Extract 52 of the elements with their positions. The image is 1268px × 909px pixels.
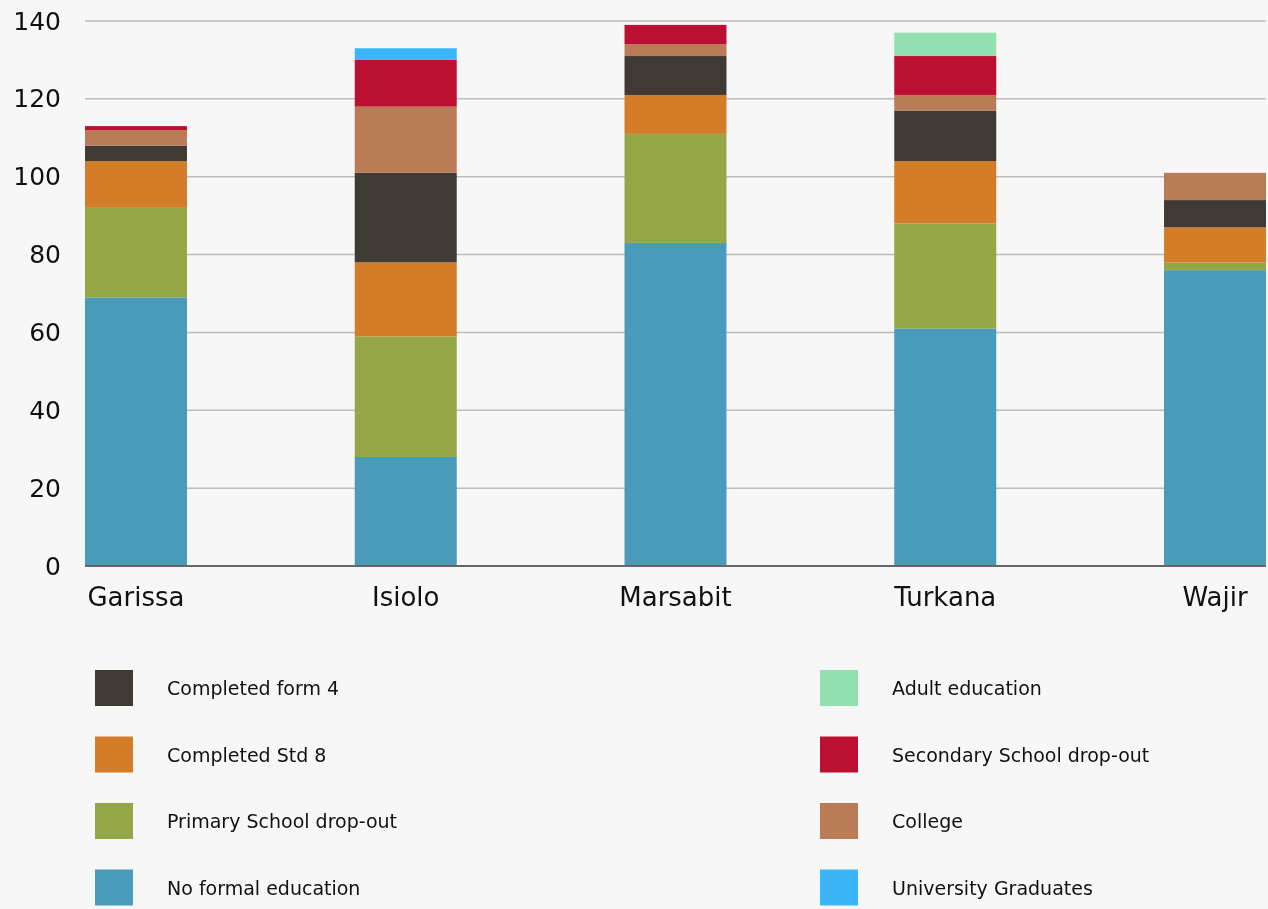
y-tick-label: 0 <box>45 551 61 581</box>
bar <box>624 56 727 95</box>
bar <box>624 133 727 243</box>
bar <box>894 94 997 111</box>
bar <box>85 207 187 298</box>
y-tick-label: 80 <box>29 240 61 270</box>
bar <box>354 336 457 457</box>
x-tick-label: Turkana <box>893 582 997 613</box>
bar <box>1164 227 1266 263</box>
bar <box>1164 200 1266 228</box>
x-tick-label: Wajir <box>1182 582 1248 613</box>
bar <box>1164 270 1266 566</box>
bar <box>354 172 457 263</box>
legend-label: University Graduates <box>892 876 1093 899</box>
legend-label: College <box>892 810 963 832</box>
bar <box>354 106 457 173</box>
y-tick-label: 100 <box>13 162 61 192</box>
y-tick-label: 120 <box>13 84 61 114</box>
bar <box>85 126 187 130</box>
legend-label: No formal education <box>167 876 361 899</box>
y-tick-label: 40 <box>29 395 61 425</box>
legend-label: Adult education <box>892 677 1042 699</box>
y-tick-label: 140 <box>13 6 61 36</box>
bar <box>894 328 997 566</box>
bar <box>624 242 727 566</box>
bar <box>894 32 997 57</box>
bar <box>85 161 187 208</box>
bar <box>1164 262 1266 271</box>
legend-label: Secondary School drop-out <box>892 743 1150 766</box>
bar <box>354 457 457 566</box>
bar <box>354 262 457 337</box>
bar <box>894 56 997 95</box>
bar <box>894 223 997 329</box>
bar <box>1164 172 1266 201</box>
legend-label: Completed Std 8 <box>167 743 327 766</box>
legend-label: Primary School drop-out <box>167 810 398 832</box>
bar <box>85 297 187 566</box>
bar <box>85 145 187 162</box>
legend-label: Completed form 4 <box>167 677 340 699</box>
bar <box>354 59 457 107</box>
bar <box>624 24 727 45</box>
bar <box>624 44 727 57</box>
bar <box>85 130 187 146</box>
x-tick-label: Marsabit <box>619 582 732 613</box>
x-tick-label: Garissa <box>87 582 185 613</box>
bar <box>894 161 997 224</box>
bar <box>354 48 457 60</box>
y-tick-label: 60 <box>29 317 61 347</box>
x-tick-label: Isiolo <box>372 582 440 613</box>
bar <box>894 110 997 162</box>
bar <box>624 94 727 134</box>
y-tick-label: 20 <box>29 473 61 503</box>
